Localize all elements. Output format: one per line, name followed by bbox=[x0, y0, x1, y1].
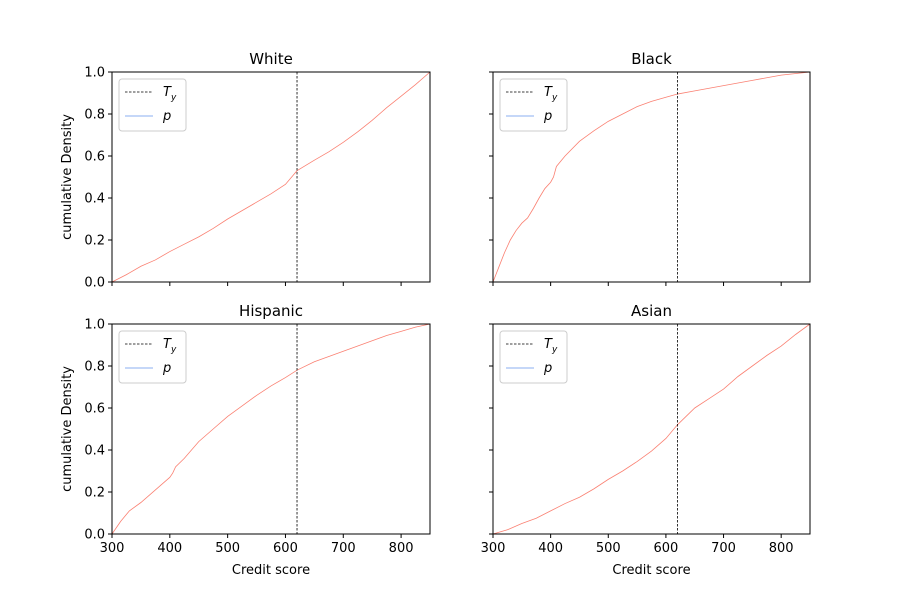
subplot-title: Asian bbox=[631, 302, 672, 320]
legend-label-p: p bbox=[162, 109, 171, 124]
y-tick-label: 0.4 bbox=[84, 444, 105, 459]
axes-frame bbox=[111, 323, 431, 535]
subplot-title: White bbox=[249, 50, 293, 68]
subplot-title: Hispanic bbox=[239, 302, 303, 320]
x-tick-label: 500 bbox=[596, 541, 621, 556]
y-tick-label: 1.0 bbox=[84, 66, 105, 81]
axes-frame bbox=[492, 323, 811, 535]
x-tick-label: 500 bbox=[215, 541, 240, 556]
x-tick-label: 600 bbox=[653, 541, 678, 556]
legend-label-threshold: Ty bbox=[544, 85, 558, 103]
x-tick-label: 800 bbox=[769, 541, 794, 556]
series-line-p bbox=[492, 323, 811, 535]
x-tick-label: 300 bbox=[100, 541, 125, 556]
axes-frame bbox=[492, 71, 811, 283]
y-axis-label: cumulative Density bbox=[60, 114, 75, 240]
subplot-hispanic: 300 400 500 600 700 800 0.0 0.2 0.4 0.6 0.8 1.0 Hisp… bbox=[60, 302, 431, 578]
y-tick-label: 0.6 bbox=[84, 150, 105, 165]
subplot-title: Black bbox=[631, 50, 672, 68]
y-tick-label: 0.4 bbox=[84, 192, 105, 207]
legend-label-p: p bbox=[162, 361, 171, 376]
legend: Ty p bbox=[499, 330, 568, 384]
y-tick-label: 0.2 bbox=[84, 234, 105, 249]
legend-label-threshold: Ty bbox=[544, 337, 558, 355]
series-line-p bbox=[111, 323, 431, 535]
legend-label-p: p bbox=[543, 361, 552, 376]
legend-label-threshold: Ty bbox=[163, 337, 177, 355]
y-axis-label: cumulative Density bbox=[60, 366, 75, 492]
legend: Ty p bbox=[118, 330, 187, 384]
y-tick-label: 0.0 bbox=[84, 528, 105, 543]
x-tick-label: 600 bbox=[273, 541, 298, 556]
subplot-white: 0.0 0.2 0.4 0.6 0.8 1.0 White cumulative Densit… bbox=[60, 50, 431, 291]
x-tick-label: 300 bbox=[481, 541, 506, 556]
legend-label-p: p bbox=[543, 109, 552, 124]
subplot-asian: 300 400 500 600 700 800 Asian Credit score Ty p bbox=[481, 302, 811, 578]
legend-label-threshold: Ty bbox=[163, 85, 177, 103]
x-axis-label: Credit score bbox=[612, 563, 690, 578]
x-axis-label: Credit score bbox=[232, 563, 310, 578]
series-line-p bbox=[111, 71, 431, 283]
x-tick-label: 700 bbox=[331, 541, 356, 556]
subplot-black: Black Ty p bbox=[489, 50, 811, 286]
y-tick-label: 0.0 bbox=[84, 276, 105, 291]
legend-frame bbox=[499, 330, 568, 384]
x-tick-label: 700 bbox=[711, 541, 736, 556]
y-tick-label: 0.2 bbox=[84, 486, 105, 501]
legend: Ty p bbox=[499, 78, 568, 132]
legend: Ty p bbox=[118, 78, 187, 132]
legend-frame bbox=[118, 330, 187, 384]
y-tick-label: 0.8 bbox=[84, 360, 105, 375]
x-tick-label: 800 bbox=[389, 541, 414, 556]
y-tick-label: 0.6 bbox=[84, 402, 105, 417]
legend-frame bbox=[118, 78, 187, 132]
series-line-p bbox=[492, 71, 811, 283]
x-tick-label: 400 bbox=[538, 541, 563, 556]
y-tick-label: 0.8 bbox=[84, 108, 105, 123]
y-tick-label: 1.0 bbox=[84, 318, 105, 333]
x-tick-label: 400 bbox=[157, 541, 182, 556]
axes-frame bbox=[111, 71, 431, 283]
legend-frame bbox=[499, 78, 568, 132]
